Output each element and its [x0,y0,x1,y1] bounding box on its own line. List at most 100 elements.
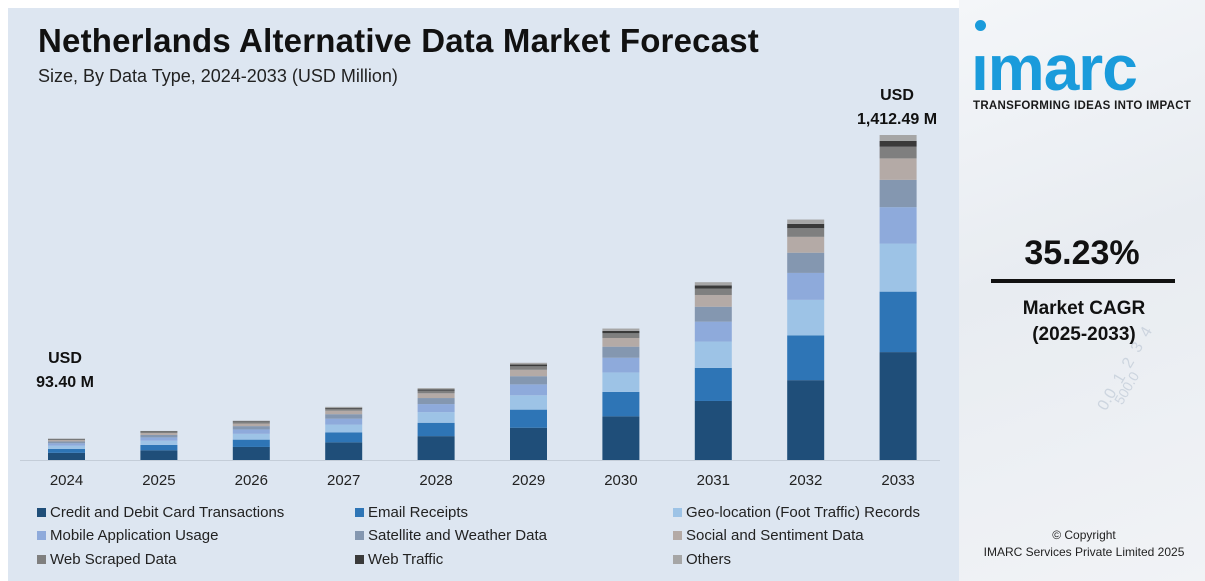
bar-segment-2027-series-8 [325,407,363,409]
bar-segment-2031-series-9 [694,282,732,286]
bar-segment-2025-series-8 [140,431,178,432]
bar-segment-2032-series-4 [787,272,825,300]
legend-swatch [37,555,46,564]
bar-segment-2028-series-2 [417,422,455,437]
bar-segment-2026-series-2 [232,439,270,447]
bar-segment-2027-series-7 [325,408,363,411]
bar-segment-2027-series-6 [325,410,363,415]
bar-segment-2026-series-6 [232,423,270,427]
bar-segment-2028-series-3 [417,412,455,423]
cagr-label: Market CAGR (2025-2033) [959,296,1205,348]
side-panel: 0.0 1 2 3 4 500.0 ımarc TRANSFORMING IDE… [959,0,1205,581]
bar-segment-2026-series-4 [232,429,270,434]
legend-label: Email Receipts [368,504,469,521]
bar-segment-2029-series-7 [510,366,547,370]
imarc-logo: ımarc [971,32,1138,104]
bar-segment-2032-series-9 [787,219,825,224]
logo-tagline: TRANSFORMING IDEAS INTO IMPACT [973,100,1192,112]
x-tick-label-2033: 2033 [881,472,914,489]
bar-segment-2033-series-4 [879,207,917,244]
legend-item-2: Email Receipts [355,504,468,521]
bar-segment-2033-series-9 [879,135,917,141]
bar-segment-2025-series-7 [140,431,178,434]
bar-segment-2031-series-6 [694,294,732,307]
legend-swatch [37,508,46,517]
legend-label: Mobile Application Usage [50,527,219,544]
bar-segment-2032-series-2 [787,335,825,381]
bar-segment-2031-series-3 [694,341,732,368]
legend-swatch [355,508,364,517]
legend-item-7: Web Scraped Data [37,551,176,568]
bar-segment-2027-series-3 [325,424,363,433]
bar-segment-2024-series-5 [48,441,85,444]
x-tick-label-2029: 2029 [512,472,545,489]
bar-segment-2028-series-1 [417,436,455,460]
bar-segment-2027-series-2 [325,432,363,443]
x-tick-label-2031: 2031 [697,472,730,489]
copyright: © Copyright IMARC Services Private Limit… [959,527,1205,561]
bar-segment-2032-series-8 [787,223,825,229]
bar-segment-2029-series-4 [510,384,547,396]
bar-segment-2030-series-2 [602,391,640,417]
bar-segment-2025-series-3 [140,440,178,445]
bar-segment-2032-series-3 [787,299,825,336]
bar-segment-2025-series-1 [140,450,178,460]
x-tick-label-2025: 2025 [142,472,175,489]
bar-segment-2027-series-5 [325,414,363,419]
start-value-annotation: USD 93.40 M [20,347,110,395]
stacked-bar-chart: 2024 2025 2026 2027 2028 2029 2030 2031 2032 2033 [20,135,940,489]
bar-segment-2030-series-9 [602,328,640,331]
legend-label: Web Traffic [368,551,444,568]
cagr-label-line2: (2025-2033) [1032,324,1136,345]
end-value-annotation: USD 1,412.49 M [842,84,952,132]
bar-segment-2031-series-8 [694,285,732,289]
bar-segment-2025-series-6 [140,433,178,435]
bar-segment-2028-series-9 [417,388,455,390]
legend-label: Credit and Debit Card Transactions [50,504,285,521]
bar-segment-2024-series-1 [48,452,85,460]
start-value-currency: USD [48,350,82,367]
legend-label: Web Scraped Data [50,551,177,568]
bar-segment-2031-series-4 [694,321,732,342]
bar-segment-2026-series-3 [232,433,270,440]
x-tick-label-2032: 2032 [789,472,822,489]
bar-segment-2030-series-8 [602,330,640,334]
bar-segment-2030-series-1 [602,416,640,460]
bar-segment-2032-series-1 [787,380,825,460]
bar-segment-2024-series-4 [48,443,85,446]
bar-segment-2024-series-2 [48,448,85,453]
bar-segment-2027-series-1 [325,442,363,460]
end-value-amount: 1,412.49 M [856,111,938,128]
x-tick-label-2026: 2026 [235,472,268,489]
bar-segment-2026-series-5 [232,426,270,430]
bar-segment-2024-series-6 [48,440,85,442]
bar-segment-2026-series-9 [232,420,270,422]
bar-segment-2030-series-5 [602,346,640,358]
legend-label: Others [686,551,732,568]
legend-label: Geo-location (Foot Traffic) Records [686,504,920,521]
bar-segment-2028-series-7 [417,390,455,394]
bar-segment-2026-series-8 [232,421,270,423]
bar-segment-2027-series-4 [325,418,363,425]
legend-item-4: Mobile Application Usage [37,527,218,544]
bar-segment-2033-series-3 [879,243,917,292]
bar-segment-2028-series-4 [417,404,455,413]
bar-segment-2033-series-7 [879,146,917,159]
logo-dot [975,20,986,31]
bar-segment-2032-series-7 [787,228,825,237]
bar-segment-2028-series-6 [417,393,455,399]
legend-item-1: Credit and Debit Card Transactions [37,504,284,521]
legend-swatch [37,531,46,540]
legend-swatch [673,555,682,564]
end-value-currency: USD [880,87,914,104]
legend-swatch [355,531,364,540]
legend-item-5: Satellite and Weather Data [355,527,547,544]
bar-segment-2029-series-3 [510,395,547,410]
copyright-line2: IMARC Services Private Limited 2025 [983,545,1185,559]
legend-swatch [673,531,682,540]
bar-segment-2029-series-8 [510,364,547,367]
legend-label: Social and Sentiment Data [686,527,864,544]
bar-segment-2024-series-3 [48,445,85,449]
bar-segment-2032-series-6 [787,236,825,253]
bar-segment-2026-series-1 [232,446,270,460]
